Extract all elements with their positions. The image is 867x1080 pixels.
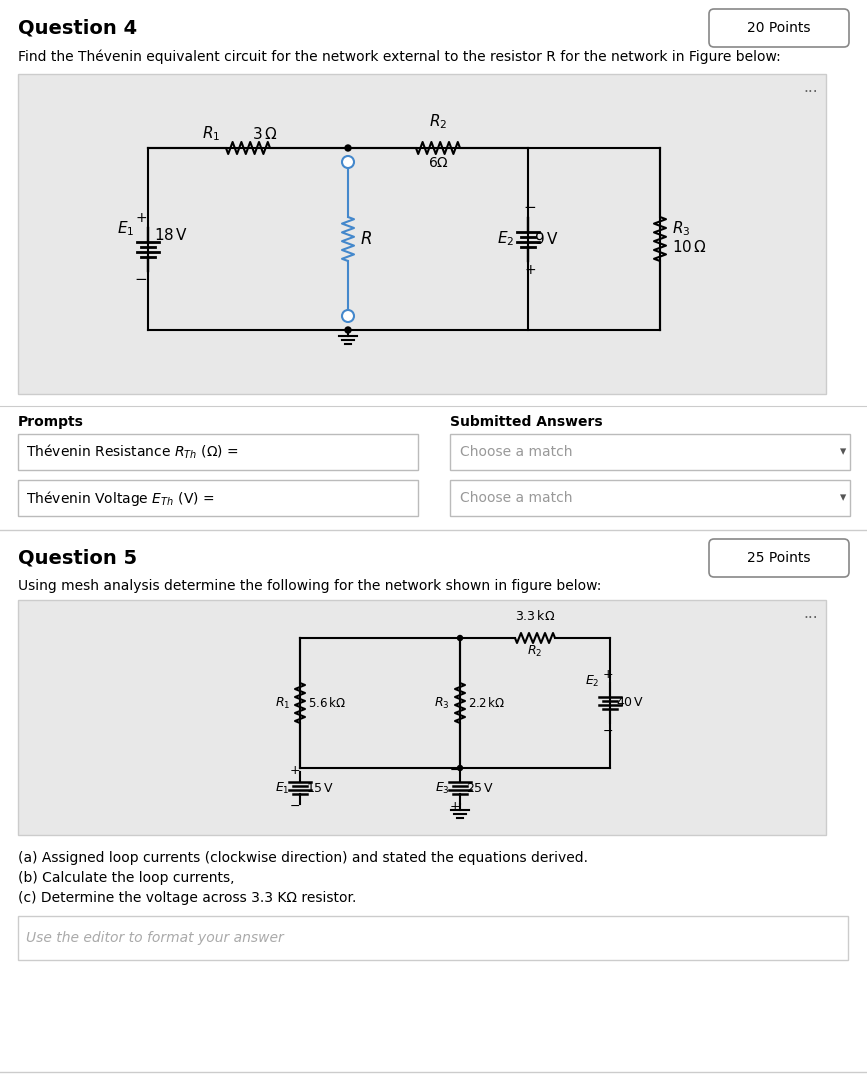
Circle shape — [345, 327, 351, 333]
Text: ▾: ▾ — [840, 445, 846, 459]
Text: ...: ... — [804, 607, 818, 621]
Text: −: − — [450, 764, 460, 777]
Text: −: − — [524, 201, 537, 216]
Text: $R_3$: $R_3$ — [672, 219, 690, 239]
Text: $R$: $R$ — [360, 230, 372, 248]
Text: $25\,\text{V}$: $25\,\text{V}$ — [466, 782, 494, 795]
Text: −: − — [290, 799, 300, 812]
FancyBboxPatch shape — [18, 600, 826, 835]
Text: −: − — [603, 725, 613, 738]
Text: $E_2$: $E_2$ — [585, 674, 600, 689]
Text: +: + — [603, 669, 613, 681]
Text: $E_1$: $E_1$ — [276, 781, 290, 796]
Text: (b) Calculate the loop currents,: (b) Calculate the loop currents, — [18, 870, 234, 885]
Text: Question 5: Question 5 — [18, 549, 137, 567]
Text: 25 Points: 25 Points — [747, 551, 811, 565]
FancyBboxPatch shape — [450, 434, 850, 470]
Text: Question 4: Question 4 — [18, 18, 137, 38]
Text: $10\,\Omega$: $10\,\Omega$ — [672, 239, 707, 255]
Text: Using mesh analysis determine the following for the network shown in figure belo: Using mesh analysis determine the follow… — [18, 579, 602, 593]
Text: $R_3$: $R_3$ — [434, 696, 450, 711]
Text: $2.2\,\text{k}\Omega$: $2.2\,\text{k}\Omega$ — [468, 696, 505, 710]
FancyBboxPatch shape — [18, 916, 848, 960]
FancyBboxPatch shape — [18, 75, 826, 394]
Text: (a) Assigned loop currents (clockwise direction) and stated the equations derive: (a) Assigned loop currents (clockwise di… — [18, 851, 588, 865]
Text: +: + — [450, 799, 460, 812]
Text: $18\,\text{V}$: $18\,\text{V}$ — [154, 227, 188, 243]
FancyBboxPatch shape — [709, 539, 849, 577]
Text: $3\,\Omega$: $3\,\Omega$ — [252, 126, 277, 141]
FancyBboxPatch shape — [450, 480, 850, 516]
Text: Thévenin Voltage $E_{Th}$ (V) =: Thévenin Voltage $E_{Th}$ (V) = — [26, 488, 214, 508]
Text: $R_2$: $R_2$ — [429, 112, 447, 132]
Text: +: + — [525, 262, 536, 276]
Circle shape — [345, 145, 351, 151]
Text: $R_1$: $R_1$ — [202, 124, 220, 144]
Text: −: − — [134, 272, 147, 287]
Text: $40\,\text{V}$: $40\,\text{V}$ — [616, 697, 644, 710]
Circle shape — [458, 766, 462, 770]
Text: Find the Thévenin equivalent circuit for the network external to the resistor R : Find the Thévenin equivalent circuit for… — [18, 50, 781, 64]
Text: +: + — [135, 212, 147, 226]
Text: +: + — [290, 764, 300, 777]
Text: $9\,\text{V}$: $9\,\text{V}$ — [534, 231, 558, 247]
Text: ...: ... — [804, 81, 818, 95]
Text: Choose a match: Choose a match — [460, 445, 572, 459]
Text: $E_1$: $E_1$ — [117, 219, 134, 239]
Circle shape — [342, 310, 354, 322]
Text: ▾: ▾ — [840, 491, 846, 504]
Text: Submitted Answers: Submitted Answers — [450, 415, 603, 429]
Text: Use the editor to format your answer: Use the editor to format your answer — [26, 931, 284, 945]
Text: $3.3\,\text{k}\Omega$: $3.3\,\text{k}\Omega$ — [515, 609, 555, 623]
Text: $E_3$: $E_3$ — [435, 781, 450, 796]
Text: $R_2$: $R_2$ — [527, 644, 543, 659]
Text: $15\,\text{V}$: $15\,\text{V}$ — [306, 782, 335, 795]
Text: 20 Points: 20 Points — [747, 21, 811, 35]
Text: (c) Determine the voltage across 3.3 KΩ resistor.: (c) Determine the voltage across 3.3 KΩ … — [18, 891, 356, 905]
Text: Prompts: Prompts — [18, 415, 84, 429]
Circle shape — [458, 635, 462, 640]
Text: $R_1$: $R_1$ — [275, 696, 290, 711]
Text: $5.6\,\text{k}\Omega$: $5.6\,\text{k}\Omega$ — [308, 696, 346, 710]
FancyBboxPatch shape — [709, 9, 849, 48]
Text: Choose a match: Choose a match — [460, 491, 572, 505]
Text: Thévenin Resistance $R_{Th}$ ($\Omega$) =: Thévenin Resistance $R_{Th}$ ($\Omega$) … — [26, 443, 238, 461]
Text: $E_2$: $E_2$ — [497, 230, 514, 248]
FancyBboxPatch shape — [18, 434, 418, 470]
Text: $6\Omega$: $6\Omega$ — [427, 156, 448, 170]
Circle shape — [342, 156, 354, 168]
FancyBboxPatch shape — [18, 480, 418, 516]
